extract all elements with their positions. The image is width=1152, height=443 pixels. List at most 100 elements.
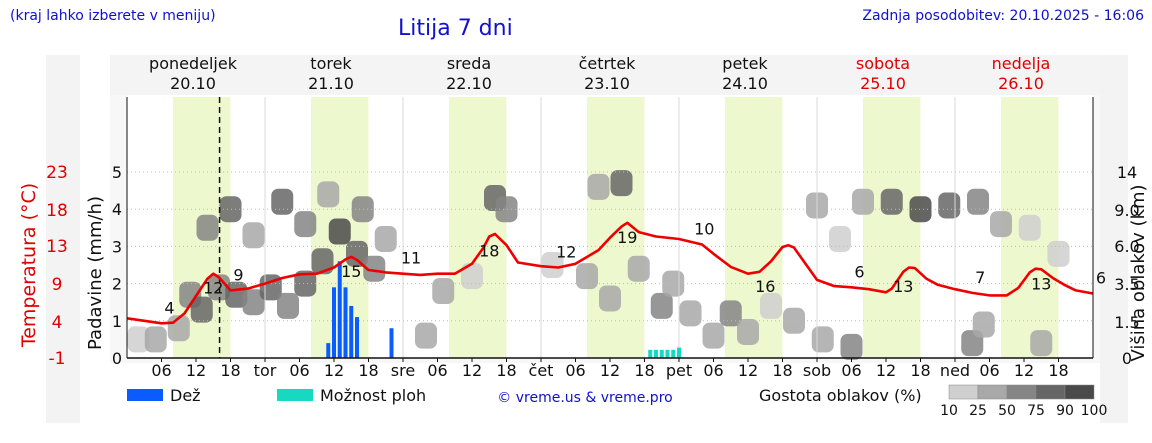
x-tick-label: 18 bbox=[1048, 361, 1068, 380]
x-tick-label: 12 bbox=[600, 361, 620, 380]
temperature-value-label: 13 bbox=[893, 277, 913, 296]
daytime-band bbox=[863, 97, 921, 358]
cloud-density-block bbox=[1047, 240, 1070, 267]
cloud-density-block bbox=[719, 300, 742, 327]
temperature-value-label: 12 bbox=[203, 279, 223, 298]
x-tick-label: 12 bbox=[738, 361, 758, 380]
cloud-density-block bbox=[415, 322, 437, 349]
cloud-density-block bbox=[144, 326, 167, 353]
density-scale-cell bbox=[1035, 384, 1066, 400]
day-date: 22.10 bbox=[446, 74, 492, 93]
showers-legend-label: Možnost ploh bbox=[320, 386, 426, 405]
daytime-band bbox=[449, 97, 507, 358]
cloud-density-block bbox=[294, 270, 317, 297]
precip-tick-label: 4 bbox=[112, 200, 122, 219]
precip-tick-label: 0 bbox=[112, 349, 122, 368]
density-scale-tick: 100 bbox=[1081, 403, 1108, 419]
shower-bar bbox=[677, 347, 681, 358]
density-scale-tick: 10 bbox=[940, 403, 958, 419]
temperature-tick-label: 9 bbox=[52, 275, 63, 295]
cloud-density-block bbox=[783, 307, 805, 334]
x-tick-label: 12 bbox=[186, 361, 206, 380]
day-date: 25.10 bbox=[860, 74, 906, 93]
temperature-tick-label: 4 bbox=[52, 313, 63, 333]
temperature-tick-label: 13 bbox=[46, 237, 68, 257]
cloud-density-block bbox=[294, 211, 317, 238]
cloud-density-block bbox=[219, 196, 242, 223]
x-tick-label: 12 bbox=[324, 361, 344, 380]
cloud-density-block bbox=[1030, 330, 1053, 357]
rain-legend-label: Dež bbox=[170, 386, 201, 405]
x-tick-label: sre bbox=[391, 361, 415, 380]
cloud-density-block bbox=[737, 318, 759, 345]
precip-tick-label: 1 bbox=[112, 312, 122, 331]
cloud-density-block bbox=[1018, 214, 1041, 241]
rain-bar bbox=[332, 287, 336, 358]
cloud-height-tick-label: 14 bbox=[1117, 163, 1137, 182]
temperature-value-label: 18 bbox=[479, 241, 499, 260]
temperature-tick-label: 23 bbox=[46, 163, 68, 183]
day-name: sreda bbox=[447, 54, 491, 73]
cloud-height-tick-label: 1.5 bbox=[1114, 313, 1139, 332]
x-tick-label: 18 bbox=[634, 361, 654, 380]
temperature-value-label: 16 bbox=[755, 277, 775, 296]
density-scale-cell bbox=[1006, 384, 1037, 400]
rain-bar bbox=[355, 317, 359, 358]
cloud-density-block bbox=[432, 278, 455, 305]
cloud-density-block bbox=[599, 285, 621, 312]
cloud-density-block bbox=[317, 181, 340, 208]
left-margin-strip bbox=[46, 55, 80, 423]
cloud-density-block bbox=[242, 222, 265, 249]
location-hint: (kraj lahko izberete v meniju) bbox=[10, 8, 216, 24]
density-scale-tick: 25 bbox=[969, 403, 987, 419]
cloud-density-block bbox=[938, 192, 961, 219]
page-title: Litija 7 dni bbox=[398, 16, 513, 41]
cloud-density-block bbox=[190, 296, 213, 323]
x-tick-label: sob bbox=[803, 361, 831, 380]
precip-tick-label: 5 bbox=[112, 163, 122, 182]
cloud-density-block bbox=[967, 188, 989, 215]
x-tick-label: 18 bbox=[772, 361, 792, 380]
day-date: 24.10 bbox=[722, 74, 768, 93]
day-date: 21.10 bbox=[308, 74, 354, 93]
temperature-value-label: 10 bbox=[694, 220, 714, 239]
x-tick-label: 12 bbox=[1014, 361, 1034, 380]
temperature-axis-title: Temperatura (°C) bbox=[18, 183, 40, 348]
shower-bar bbox=[654, 349, 658, 358]
cloud-density-block bbox=[363, 255, 386, 282]
day-name: ponedeljek bbox=[149, 54, 238, 73]
showers-legend-swatch bbox=[277, 389, 313, 401]
x-tick-label: 18 bbox=[496, 361, 516, 380]
cloud-density-block bbox=[679, 300, 702, 327]
x-tick-label: ned bbox=[940, 361, 970, 380]
x-tick-label: 06 bbox=[289, 361, 309, 380]
cloud-density-block bbox=[328, 218, 351, 245]
density-scale-cell bbox=[948, 384, 979, 400]
temperature-value-label: 11 bbox=[401, 249, 421, 268]
x-tick-label: 06 bbox=[841, 361, 861, 380]
rain-bar bbox=[337, 261, 342, 358]
x-tick-label: 06 bbox=[151, 361, 171, 380]
cloud-density-block bbox=[610, 170, 633, 197]
density-scale-cell bbox=[1064, 384, 1095, 400]
temperature-value-label: 9 bbox=[233, 265, 243, 284]
cloud-height-tick-label: 9.0 bbox=[1114, 201, 1139, 220]
last-updated: Zadnja posodobitev: 20.10.2025 - 16:06 bbox=[862, 8, 1144, 24]
rain-bar bbox=[343, 287, 348, 358]
right-margin-strip bbox=[1100, 55, 1128, 423]
temperature-value-label: 15 bbox=[341, 262, 361, 281]
day-name: četrtek bbox=[579, 54, 637, 73]
precip-tick-label: 2 bbox=[112, 275, 122, 294]
cloud-density-block bbox=[271, 188, 294, 215]
temperature-value-label: 7 bbox=[975, 268, 985, 287]
density-scale-tick: 90 bbox=[1056, 403, 1074, 419]
cloud-density-block bbox=[587, 173, 610, 200]
cloud-density-block bbox=[461, 263, 483, 290]
cloud-height-tick-label: 6.0 bbox=[1114, 237, 1139, 256]
day-name: torek bbox=[310, 54, 352, 73]
shower-bar bbox=[671, 349, 676, 358]
cloud-density-block bbox=[811, 326, 834, 353]
precip-axis-title: Padavine (mm/h) bbox=[85, 196, 106, 350]
cloud-density-block bbox=[702, 322, 725, 349]
